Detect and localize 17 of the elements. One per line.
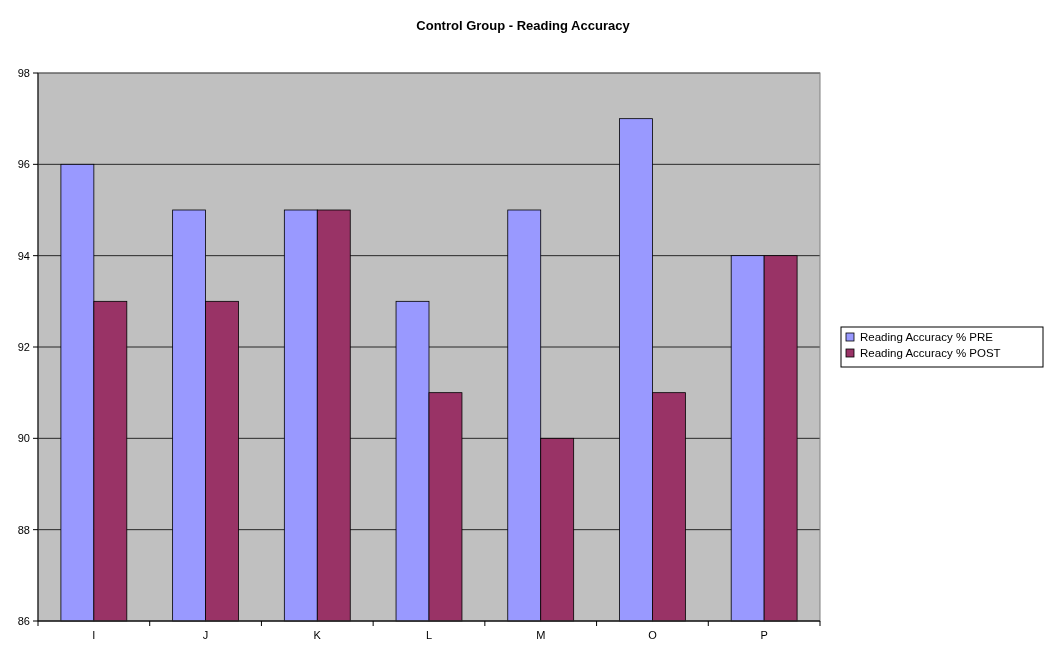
y-tick-label: 98	[17, 66, 30, 79]
y-tick-label: 86	[17, 614, 30, 627]
legend-label: Reading Accuracy % PRE	[860, 331, 994, 344]
y-tick-label: 94	[17, 249, 30, 262]
y-tick-label: 90	[17, 432, 30, 445]
x-tick-label: K	[313, 629, 322, 641]
x-tick-label: I	[92, 629, 96, 641]
x-tick-label: O	[648, 629, 658, 641]
chart-title: Control Group - Reading Accuracy	[416, 18, 631, 33]
legend-label: Reading Accuracy % POST	[860, 347, 1001, 360]
x-tick-label: L	[425, 629, 433, 641]
x-tick-label: P	[760, 629, 768, 641]
x-tick-label: M	[536, 629, 546, 641]
x-tick-label: J	[202, 629, 209, 641]
y-tick-label: 96	[17, 158, 30, 171]
y-tick-label: 92	[17, 340, 30, 353]
y-tick-label: 88	[17, 523, 30, 536]
